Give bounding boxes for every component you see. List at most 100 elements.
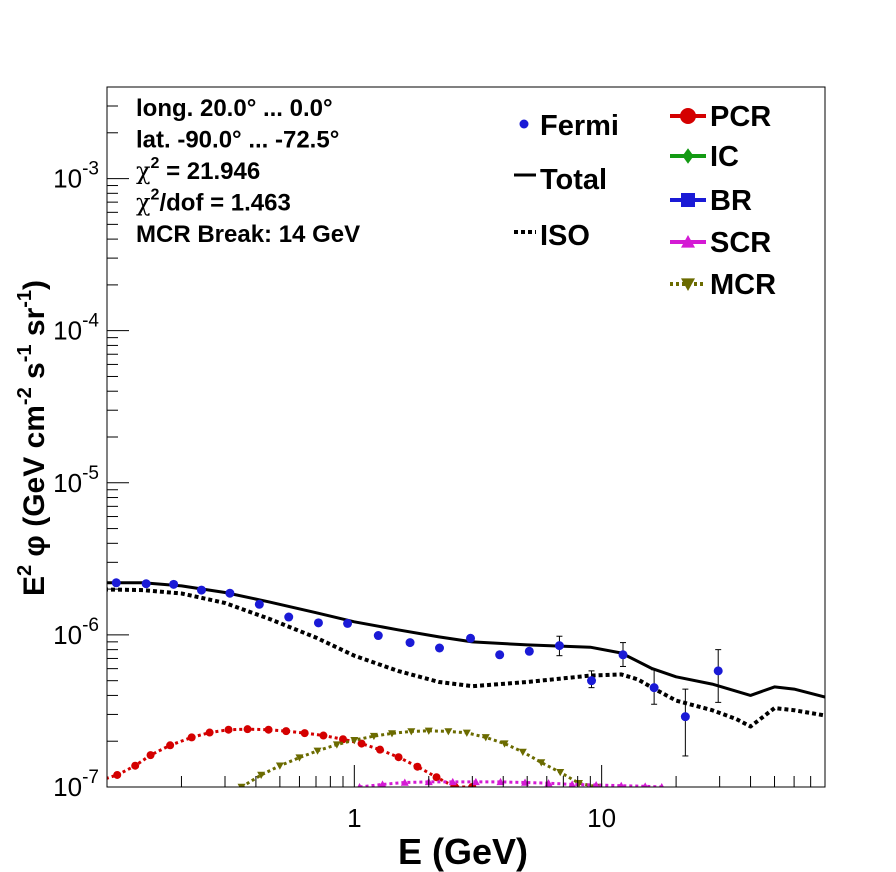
scr-marker [448, 777, 457, 786]
x-tick-label: 1 [347, 803, 361, 833]
x-tick-label: 10 [587, 803, 616, 833]
scr-curve [359, 780, 662, 787]
fermi-point [618, 650, 628, 660]
pcr-marker [339, 735, 348, 744]
legend-fermi-symbol [519, 119, 529, 129]
y-tick-label: 10-7 [53, 767, 99, 802]
fit-info-text: long. 20.0° ... 0.0° lat. -90.0° ... -72.… [136, 95, 360, 248]
pcr-marker [413, 762, 422, 771]
fermi-point [196, 585, 206, 595]
fit-info-line: χ2/dof = 1.463 [136, 187, 291, 217]
pcr-marker [224, 725, 233, 734]
fermi-point [313, 618, 323, 628]
y-axis-title: E2 φ (GeV cm-2 s-1 sr-1) [14, 280, 51, 596]
fermi-point [680, 712, 690, 722]
scr-marker [568, 780, 576, 787]
mcr-marker [518, 748, 527, 756]
fermi-point [254, 599, 264, 609]
fermi-point [225, 588, 235, 598]
pcr-marker [146, 751, 155, 760]
pcr-marker [432, 773, 441, 782]
mcr-marker [424, 727, 433, 735]
pcr-marker [357, 739, 366, 748]
fit-info-line: χ2 = 21.946 [136, 155, 260, 185]
fit-info-line: long. 20.0° ... 0.0° [136, 95, 333, 122]
y-tick-label: 10-4 [53, 311, 99, 346]
mcr-marker [407, 728, 416, 736]
mcr-marker [332, 741, 341, 749]
scr-marker [592, 781, 600, 787]
mcr-curve [240, 729, 599, 787]
pcr-marker [113, 770, 122, 779]
fermi-point [169, 579, 179, 589]
pcr-marker [282, 727, 291, 736]
y-tick-label: 10-6 [53, 615, 99, 650]
scr-marker [642, 782, 648, 787]
legend-mcr-symbol [681, 278, 695, 291]
mcr-marker [556, 769, 565, 777]
x-axis-title: E (GeV) [398, 831, 528, 872]
legend-ic-symbol [682, 148, 694, 164]
mcr-marker [387, 730, 396, 738]
legend-mcr-label: MCR [710, 269, 776, 301]
fermi-point [111, 578, 121, 588]
pcr-marker [264, 725, 273, 734]
mcr-marker [462, 729, 471, 737]
mcr-marker [575, 779, 584, 787]
pcr-marker [300, 729, 309, 738]
fermi-point [649, 683, 659, 693]
fit-info-line: MCR Break: 14 GeV [136, 221, 360, 248]
mcr-marker [237, 783, 246, 787]
fermi-point [466, 633, 476, 643]
fermi-point [141, 579, 151, 589]
fermi-point [405, 638, 415, 648]
scr-marker [618, 781, 625, 787]
mcr-marker [275, 762, 284, 770]
legend-br-label: BR [710, 185, 752, 217]
fermi-point [554, 641, 564, 651]
fermi-point [434, 643, 444, 653]
scr-marker [357, 783, 362, 787]
axis-titles: E (GeV) E2 φ (GeV cm-2 s-1 sr-1) [14, 280, 528, 872]
mcr-marker [537, 759, 546, 767]
mcr-marker [313, 747, 322, 755]
fermi-point [373, 631, 383, 641]
legend-total-label: Total [540, 164, 607, 196]
scr-marker [378, 780, 387, 787]
legend-ic-label: IC [710, 141, 739, 173]
pcr-marker [375, 745, 384, 754]
legend-scr-label: SCR [710, 227, 771, 259]
legend: Fermi Total ISO PCR IC BR SCR MCR [514, 101, 776, 301]
legend-pcr-symbol [680, 108, 696, 124]
legend-fermi-label: Fermi [540, 110, 619, 142]
legend-br-symbol [681, 193, 695, 207]
total-curve [107, 581, 825, 699]
fermi-point [343, 618, 353, 628]
fermi-point [524, 646, 534, 656]
mcr-marker [500, 740, 509, 748]
mcr-marker [369, 732, 378, 741]
y-tick-label: 10-3 [53, 159, 99, 194]
scr-marker [400, 778, 409, 786]
fermi-point [587, 676, 597, 686]
pcr-marker [243, 725, 252, 734]
axes: 10-7 10-6 10-5 10-4 10-3 1 10 [53, 86, 826, 833]
scr-marker [659, 783, 664, 787]
fermi-point [713, 666, 723, 676]
mcr-marker [295, 754, 304, 762]
scr-marker [471, 777, 480, 786]
legend-iso-label: ISO [540, 220, 590, 252]
mcr-marker [444, 728, 453, 736]
pcr-curve [107, 727, 473, 787]
pcr-marker [187, 733, 196, 742]
mcr-marker [350, 737, 359, 745]
legend-scr-symbol [681, 235, 695, 248]
y-tick-label: 10-5 [53, 463, 99, 498]
pcr-marker [394, 753, 403, 762]
pcr-marker [166, 741, 175, 750]
fit-info-line: lat. -90.0° ... -72.5° [136, 127, 339, 154]
pcr-marker [131, 761, 140, 770]
model-curves [107, 581, 825, 787]
iso-curve [107, 587, 825, 729]
